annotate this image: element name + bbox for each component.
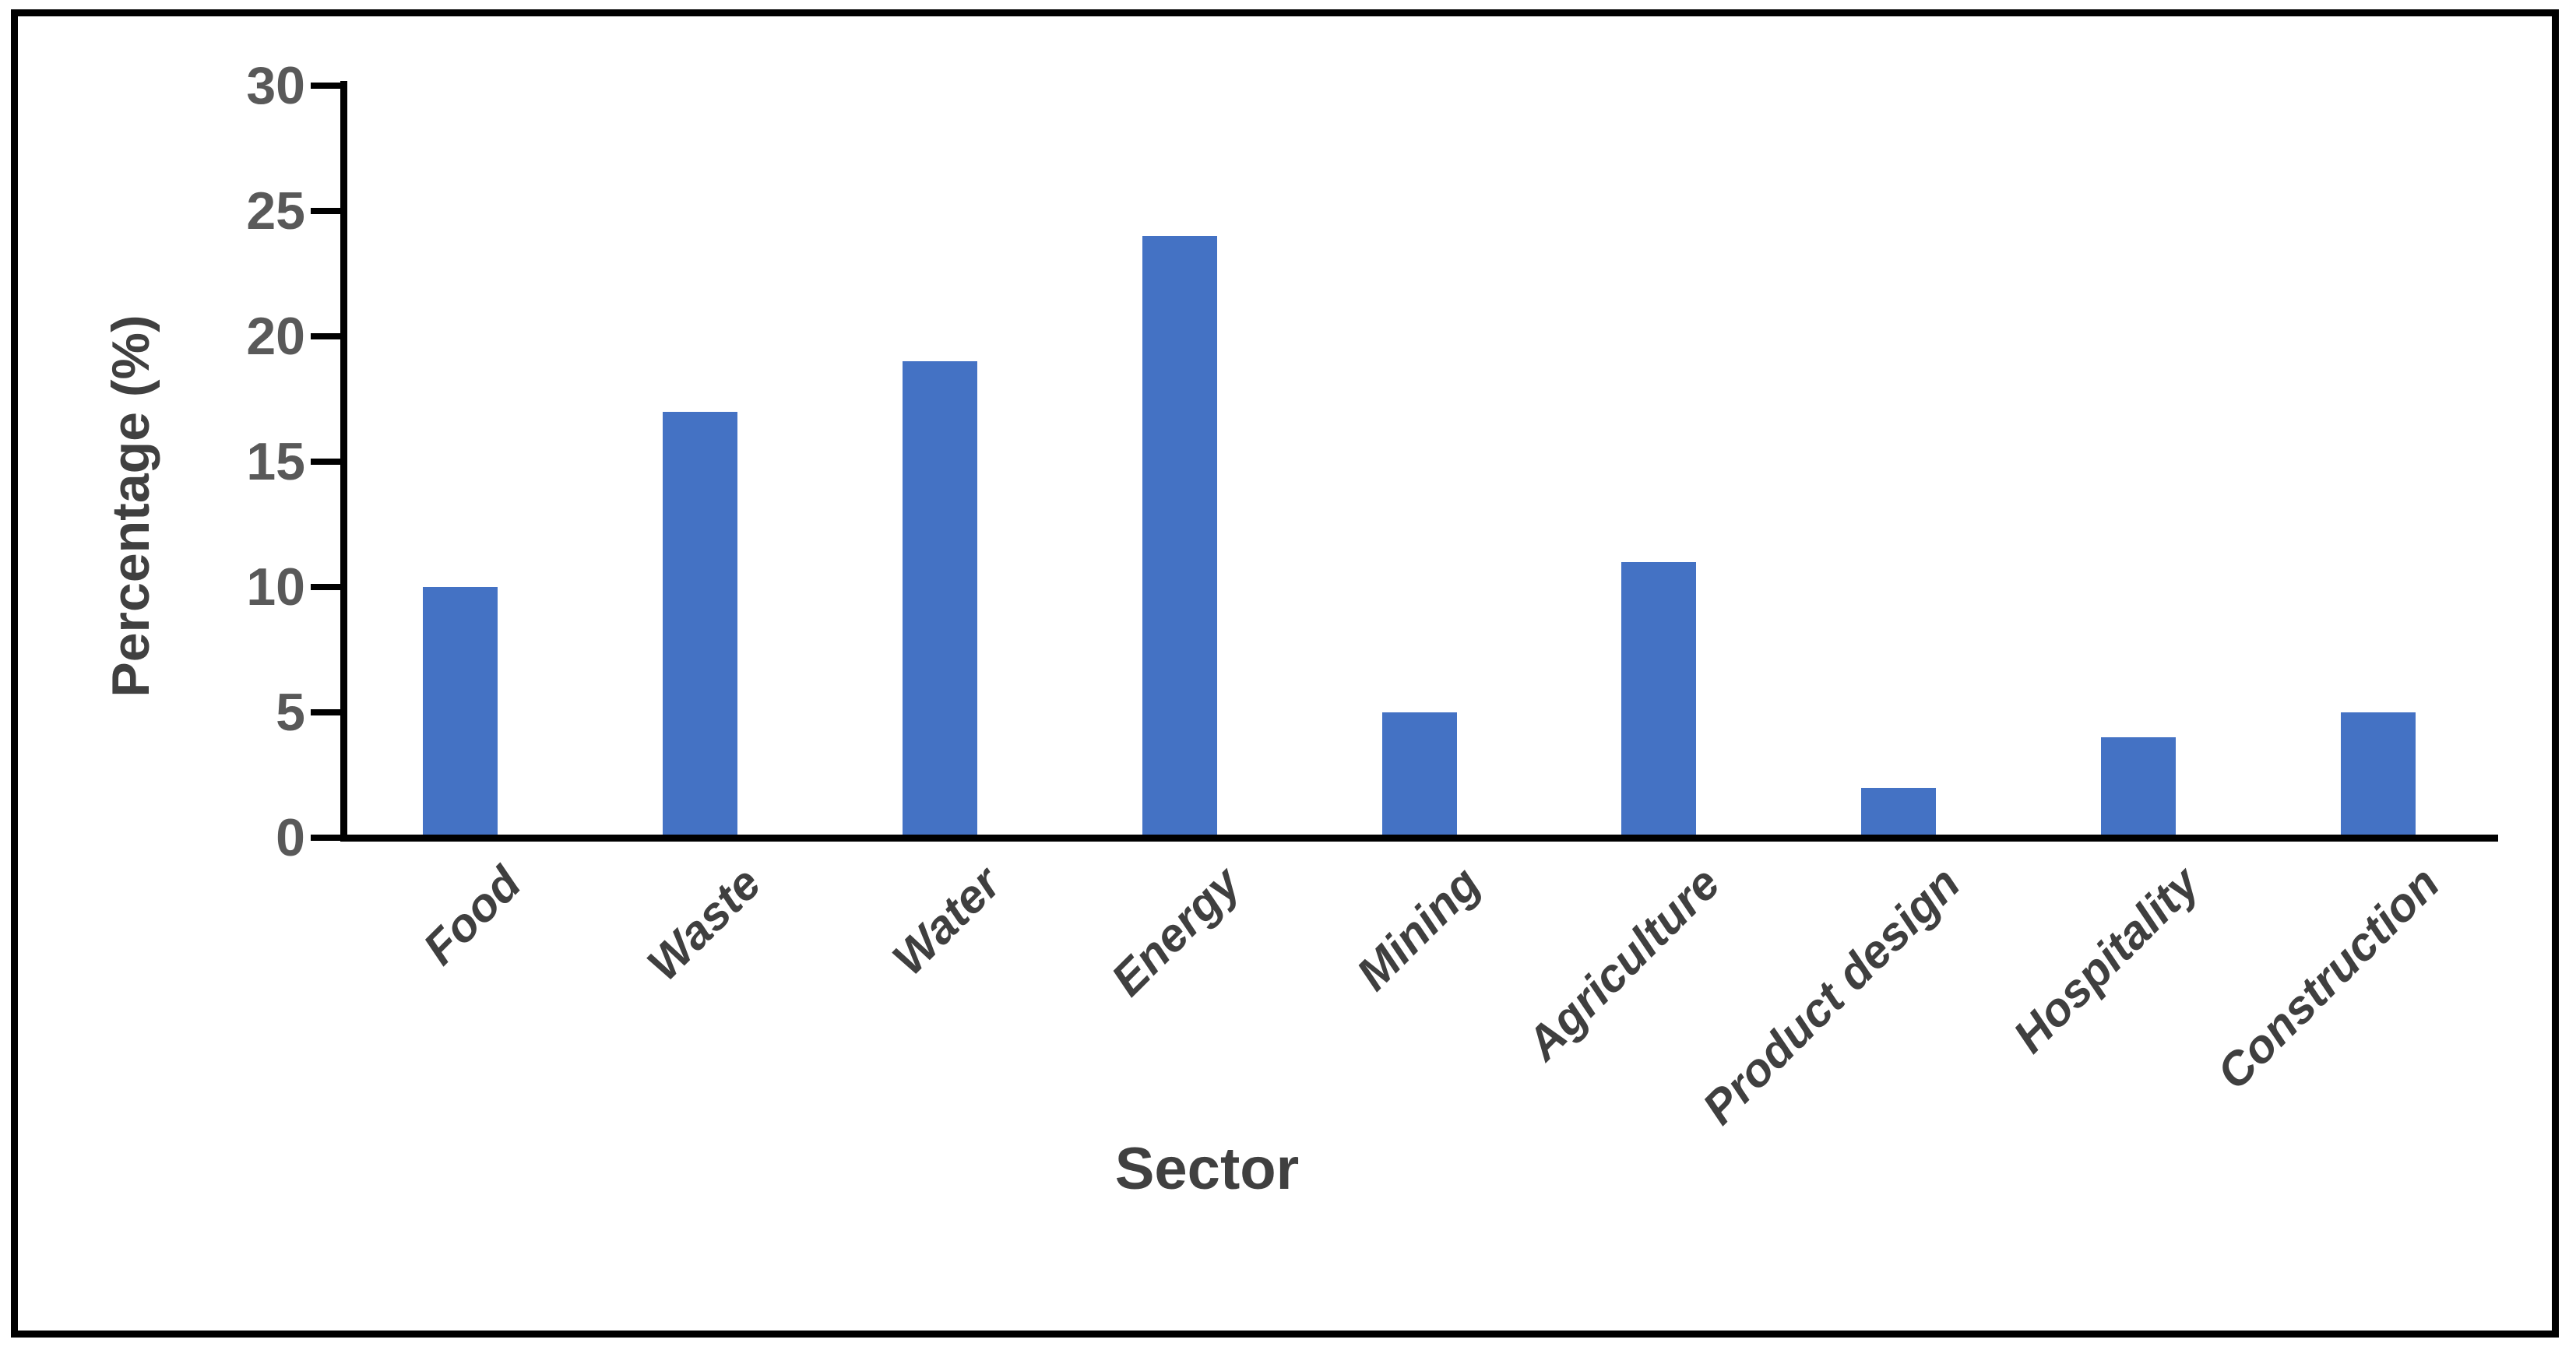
x-axis-title: Sector [1114, 1136, 1300, 1202]
y-tick-label-0: 0 [276, 808, 305, 867]
bar-agriculture [1621, 561, 1697, 838]
y-tick-mark-10 [311, 584, 347, 590]
bar-waste [662, 411, 737, 838]
bar-hospitality [2101, 737, 2177, 838]
chart-outer-border [11, 9, 2559, 1338]
bar-energy [1142, 236, 1217, 838]
bar-mining [1381, 712, 1457, 838]
y-tick-label-20: 20 [246, 307, 305, 366]
bar-product-design [1861, 787, 1937, 838]
x-axis-line [340, 835, 2498, 842]
y-tick-label-25: 25 [246, 181, 305, 241]
y-tick-mark-15 [311, 459, 347, 465]
y-tick-mark-0 [311, 835, 347, 841]
y-tick-label-5: 5 [276, 683, 305, 742]
y-tick-mark-30 [311, 83, 347, 89]
bar-construction [2341, 712, 2416, 838]
bar-food [422, 587, 498, 838]
y-tick-label-30: 30 [246, 56, 305, 115]
y-tick-mark-20 [311, 333, 347, 339]
y-tick-mark-25 [311, 208, 347, 214]
y-tick-mark-5 [311, 709, 347, 715]
bar-water [902, 361, 977, 838]
y-tick-label-15: 15 [246, 432, 305, 491]
y-tick-label-10: 10 [246, 557, 305, 617]
y-axis-line [340, 81, 347, 842]
